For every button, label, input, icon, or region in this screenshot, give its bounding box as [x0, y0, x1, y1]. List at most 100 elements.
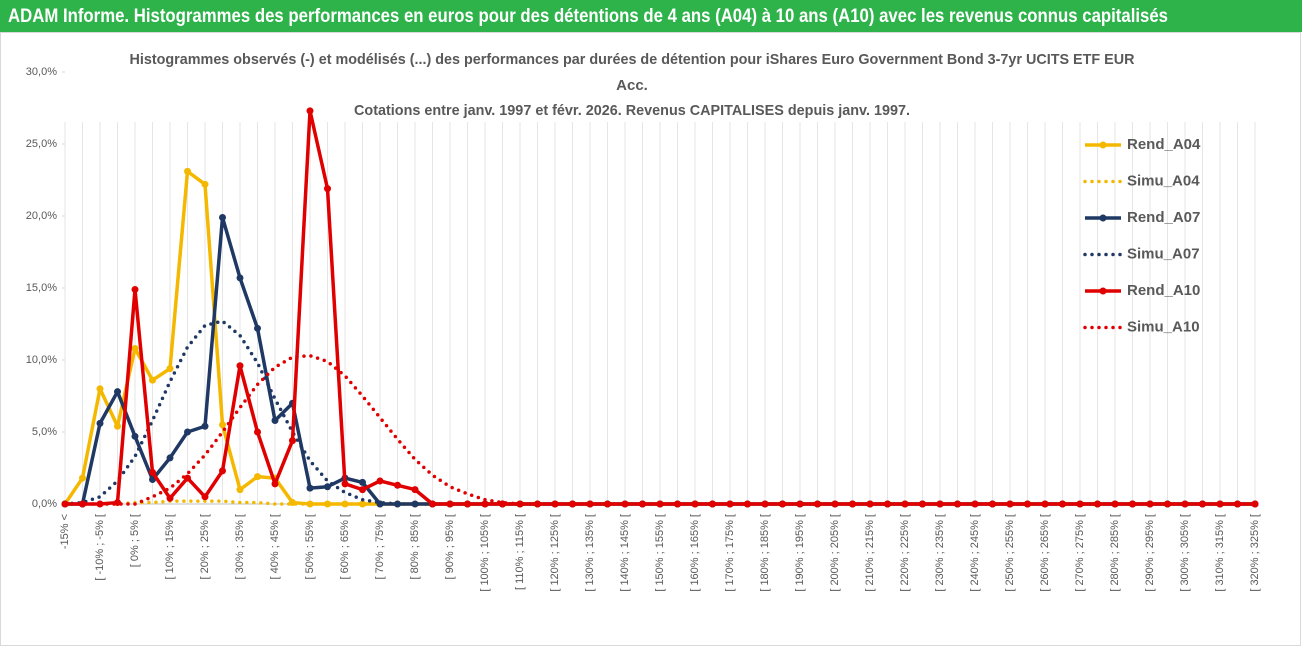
data-point: [236, 486, 244, 494]
y-tick-label: 20,0%: [26, 210, 57, 222]
data-point: [1129, 500, 1136, 508]
data-point: [219, 467, 226, 475]
data-point: [184, 474, 191, 482]
data-point: [114, 388, 121, 396]
data-point: [254, 473, 261, 481]
x-tick-label: [ 20% ; 25% [: [199, 514, 211, 579]
x-tick-label: [ 70% ; 75% [: [374, 514, 386, 579]
legend-label: Rend_A07: [1127, 209, 1200, 226]
data-point: [149, 376, 156, 384]
x-tick-label: [ 200% ; 205% [: [829, 514, 841, 592]
data-point: [1234, 500, 1241, 508]
data-point: [446, 500, 454, 508]
y-tick-label: 15,0%: [26, 282, 57, 294]
x-tick-label: [ 130% ; 135% [: [584, 514, 596, 592]
data-point: [534, 500, 541, 508]
x-tick-label: [ 190% ; 195% [: [794, 514, 806, 592]
data-point: [709, 500, 716, 508]
data-point: [324, 483, 331, 491]
data-point: [324, 500, 331, 508]
data-point: [1024, 500, 1031, 508]
x-tick-label: [ 100% ; 105% [: [479, 514, 491, 592]
y-tick-label: 10,0%: [26, 354, 57, 366]
data-point: [131, 344, 139, 352]
x-tick-label: [ 50% ; 55% [: [304, 514, 316, 579]
data-point: [201, 180, 209, 188]
x-tick-label: [ 0% ; 5% [: [129, 514, 141, 567]
data-point: [1199, 500, 1206, 508]
x-tick-label: [ 210% ; 215% [: [864, 514, 876, 592]
x-tick-label: [ 30% ; 35% [: [234, 514, 246, 579]
data-point: [236, 274, 244, 282]
data-point: [201, 422, 209, 430]
data-point: [166, 454, 174, 462]
data-point: [569, 500, 576, 508]
x-tick-label: [ 230% ; 235% [: [934, 514, 946, 592]
x-tick-label: [ 10% ; 15% [: [164, 514, 176, 579]
data-point: [744, 500, 751, 508]
x-tick-label: [ 290% ; 295% [: [1144, 514, 1156, 592]
y-tick-label: 0,0%: [32, 498, 57, 510]
chart-title: Histogrammes observés (-) et modélisés (…: [130, 51, 1135, 68]
header: ADAM Informe. Histogrammes des performan…: [8, 6, 1168, 27]
chart-subtitle: Cotations entre janv. 1997 et févr. 2026…: [354, 102, 910, 119]
x-tick-label: [ 110% ; 115% [: [514, 514, 526, 590]
x-tick-label: [ 270% ; 275% [: [1074, 514, 1086, 592]
data-point: [884, 500, 891, 508]
y-tick-label: 5,0%: [32, 426, 57, 438]
data-point: [236, 362, 244, 370]
data-point: [341, 480, 349, 488]
x-tick-label: [ 320% ; 325% [: [1249, 514, 1261, 592]
data-point: [481, 500, 489, 508]
data-point: [184, 167, 191, 175]
data-point: [989, 500, 996, 508]
y-tick-label: 25,0%: [26, 138, 57, 150]
data-point: [271, 480, 279, 488]
data-point: [219, 213, 226, 221]
data-point: [464, 500, 471, 508]
legend-marker: [1099, 214, 1107, 222]
x-tick-label: [ 40% ; 45% [: [269, 514, 281, 579]
data-point: [1164, 500, 1171, 508]
data-point: [376, 500, 384, 508]
data-point: [184, 428, 191, 436]
x-tick-label: [ 160% ; 165% [: [689, 514, 701, 592]
x-tick-label: [ 60% ; 65% [: [339, 514, 351, 579]
x-tick-label: [ 120% ; 125% [: [549, 514, 561, 592]
legend-label: Rend_A10: [1127, 282, 1200, 299]
x-tick-label: [ 180% ; 185% [: [759, 514, 771, 592]
chart-title: Acc.: [616, 77, 648, 94]
data-point: [429, 500, 436, 508]
x-tick-label: [ 260% ; 265% [: [1039, 514, 1051, 592]
y-tick-label: 30,0%: [26, 66, 57, 78]
x-tick-label: [ 170% ; 175% [: [724, 514, 736, 592]
x-tick-label: [ -10% ; -5% [: [94, 514, 106, 581]
legend-marker: [1099, 287, 1107, 295]
data-point: [254, 428, 261, 436]
x-tick-label: [ 150% ; 155% [: [654, 514, 666, 592]
legend-label: Simu_A04: [1127, 172, 1200, 189]
data-point: [674, 500, 681, 508]
data-point: [149, 468, 156, 476]
legend-label: Simu_A10: [1127, 318, 1200, 335]
data-point: [359, 500, 366, 508]
data-point: [79, 474, 86, 482]
x-tick-label: -15% <: [59, 514, 71, 549]
legend-label: Rend_A04: [1127, 136, 1201, 153]
data-point: [201, 493, 209, 501]
data-point: [376, 477, 384, 485]
x-tick-label: [ 310% ; 315% [: [1214, 514, 1226, 592]
x-tick-label: [ 280% ; 285% [: [1109, 514, 1121, 592]
x-tick-label: [ 250% ; 255% [: [1004, 514, 1016, 592]
data-point: [814, 500, 821, 508]
data-point: [254, 324, 261, 332]
data-point: [219, 421, 226, 429]
data-point: [394, 481, 401, 489]
data-point: [954, 500, 961, 508]
data-point: [271, 416, 279, 424]
data-point: [114, 422, 121, 430]
data-point: [849, 500, 856, 508]
data-point: [79, 500, 86, 508]
x-tick-label: [ 240% ; 245% [: [969, 514, 981, 592]
